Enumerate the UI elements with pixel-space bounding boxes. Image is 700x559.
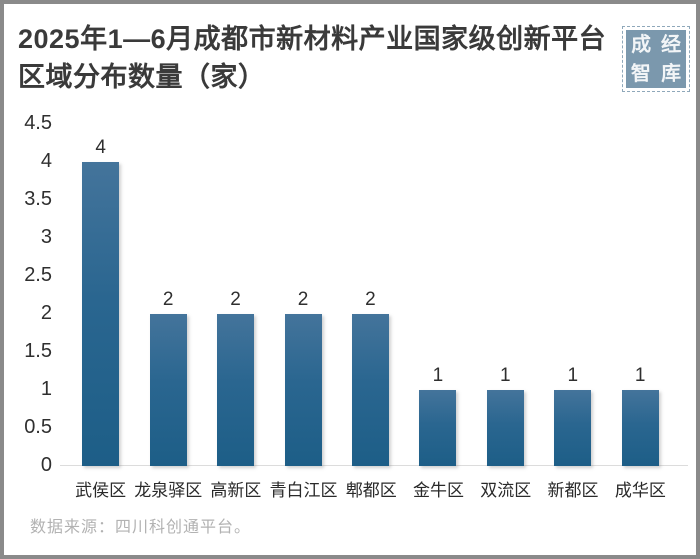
bar-column: 1 [607, 114, 674, 466]
bar-column: 1 [472, 114, 539, 466]
y-tick-label: 3 [40, 226, 52, 248]
y-tick-label: 0 [40, 454, 52, 476]
brand-seal-logo: 成 经 智 库 [622, 26, 690, 92]
plot-area: 4 2 2 2 2 1 1 1 1 [67, 114, 674, 466]
bar [82, 162, 120, 466]
bar [554, 390, 592, 466]
chart-title-line2: 区域分布数量（家） [18, 62, 266, 92]
bar [621, 390, 659, 466]
bar [149, 314, 187, 466]
bar-value-label: 4 [95, 137, 106, 158]
chart-title-line1: 2025年1—6月成都市新材料产业国家级创新平台 [18, 24, 607, 54]
y-tick-label: 4 [40, 150, 52, 172]
seal-char-3: 智 [630, 62, 652, 85]
bar [284, 314, 322, 466]
y-tick-label: 0.5 [24, 416, 52, 438]
x-tick-label: 龙泉驿区 [134, 481, 203, 500]
bar-value-label: 2 [297, 289, 309, 310]
bar-value-label: 1 [432, 365, 444, 386]
x-tick-label: 高新区 [210, 481, 262, 500]
bar [217, 314, 255, 466]
seal-char-4: 库 [660, 62, 682, 85]
seal-char-2: 经 [660, 33, 682, 56]
bar-column: 2 [202, 114, 269, 466]
x-tick-label: 成华区 [614, 481, 666, 500]
bar [486, 390, 524, 466]
x-axis-labels: 武侯区 龙泉驿区 高新区 青白江区 郫都区 金牛区 双流区 新都区 成华区 [67, 481, 674, 501]
bar-column: 2 [134, 114, 201, 466]
bar-value-label: 1 [634, 365, 646, 386]
data-source-note: 数据来源：四川科创通平台。 [30, 519, 252, 536]
x-tick-label: 青白江区 [269, 481, 338, 500]
y-tick-label: 2.5 [24, 264, 52, 286]
bar [419, 390, 457, 466]
brand-seal-background: 成 经 智 库 [626, 30, 686, 88]
chart-title: 2025年1—6月成都市新材料产业国家级创新平台 区域分布数量（家） [18, 20, 618, 96]
bar-column: 1 [404, 114, 471, 466]
bar-value-label: 1 [500, 365, 511, 386]
bar-column: 1 [539, 114, 606, 466]
y-tick-label: 1 [40, 378, 52, 400]
x-tick-label: 金牛区 [412, 481, 464, 500]
bar-value-label: 2 [365, 289, 376, 310]
x-tick-label: 新都区 [547, 481, 599, 500]
bar-column: 2 [337, 114, 404, 466]
y-tick-label: 4.5 [24, 112, 52, 134]
bar [351, 314, 389, 466]
bar-column: 2 [269, 114, 336, 466]
bar-value-label: 1 [567, 365, 579, 386]
bar-value-label: 2 [162, 289, 174, 310]
x-tick-label: 郫都区 [345, 481, 397, 500]
x-tick-label: 武侯区 [75, 481, 127, 500]
infographic-canvas: 2025年1—6月成都市新材料产业国家级创新平台 区域分布数量（家） 成 经 智… [4, 4, 696, 555]
bar-value-label: 2 [230, 289, 241, 310]
bar-column: 4 [67, 114, 134, 466]
seal-char-1: 成 [630, 33, 652, 56]
y-tick-label: 3.5 [24, 188, 52, 210]
y-tick-label: 1.5 [24, 340, 52, 362]
x-tick-label: 双流区 [480, 481, 532, 500]
y-tick-label: 2 [40, 302, 52, 324]
